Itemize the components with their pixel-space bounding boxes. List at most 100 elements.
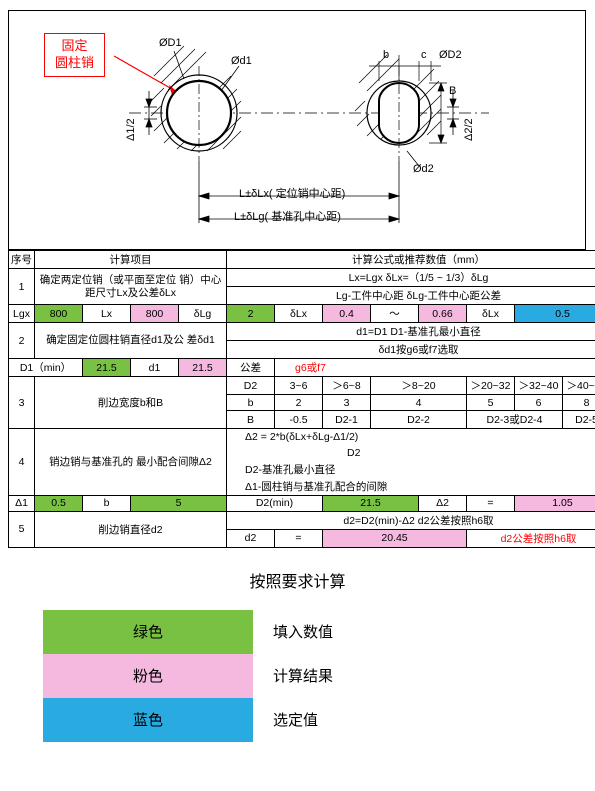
row2-f1: d1=D1 D1-基准孔最小直径 <box>227 323 595 341</box>
page-root: 固定 圆柱销 <box>0 0 595 752</box>
row1-dLx-sel[interactable]: 0.5 <box>515 305 595 323</box>
row3-b2: 3 <box>323 395 371 411</box>
row2-tol-lbl: 公差 <box>227 359 275 377</box>
legend-row-green: 绿色 填入数值 <box>43 610 587 654</box>
row4-f3: D2-基准孔最小直径 <box>227 461 595 478</box>
head-seq: 序号 <box>9 251 35 269</box>
row3-B3: D2-2 <box>371 411 467 429</box>
row4-d2-num: 1.05 <box>515 495 595 511</box>
row1-Lgx[interactable]: 800 <box>35 305 83 323</box>
label-d22: Δ2/2 <box>463 118 475 141</box>
row4-f1: 4 销边销与基准孔的 最小配合间隙Δ2 Δ2 = 2*b(δLx+δLg-Δ1/… <box>9 429 595 445</box>
row1-dLx-hi: 0.66 <box>419 305 467 323</box>
row5-f1: d2=D2(min)-Δ2 d2公差按照h6取 <box>227 511 595 529</box>
row4-d2-lbl: Δ2 <box>419 495 467 511</box>
row5-d2-lbl: d2 <box>227 529 275 547</box>
legend-row-blue: 蓝色 选定值 <box>43 698 587 742</box>
row1-f2: Lg-工件中心距 δLg-工件中心距公差 <box>227 287 595 305</box>
label-Ldef: L±δLx( 定位销中心距) <box>239 185 345 201</box>
row3-r3: ＞8~20 <box>371 377 467 395</box>
row3-no: 3 <box>9 377 35 429</box>
label-OD1: ØD1 <box>159 37 182 49</box>
row3-r4: ＞20~32 <box>467 377 515 395</box>
row3-B2: D2-1 <box>323 411 371 429</box>
row2-D1min[interactable]: 21.5 <box>83 359 131 377</box>
row3-r6: ＞40~50 <box>563 377 595 395</box>
label-Od2: Ød2 <box>413 163 434 175</box>
row3-b3: 4 <box>371 395 467 411</box>
row2-tol-val: g6或f7 <box>275 359 595 377</box>
row1-f1: Lx=Lgx δLx=（1/5 ~ 1/3）δLg <box>227 269 595 287</box>
row3-B-lbl: B <box>227 411 275 429</box>
row3-b-lbl: b <box>227 395 275 411</box>
row1-dLg[interactable]: 2 <box>227 305 275 323</box>
row5-desc: 5 削边销直径d2 d2=D2(min)-Δ2 d2公差按照h6取 <box>9 511 595 529</box>
row1-tilde: ～ <box>371 305 419 323</box>
row3-r1: 3~6 <box>275 377 323 395</box>
row2-d1: 21.5 <box>179 359 227 377</box>
row5-no: 5 <box>9 511 35 547</box>
label-B: B <box>449 85 456 97</box>
swatch-blue: 蓝色 <box>43 698 253 742</box>
row5-d2-eq: = <box>275 529 323 547</box>
label-od1: Ød1 <box>231 55 252 67</box>
label-b: b <box>383 49 389 61</box>
legend-text-blue: 选定值 <box>253 709 318 730</box>
subtitle: 按照要求计算 <box>8 568 587 592</box>
legend: 绿色 填入数值 粉色 计算结果 蓝色 选定值 <box>43 610 587 742</box>
row4-values: Δ1 0.5 b 5 D2(min) 21.5 Δ2 = 1.05 <box>9 495 595 511</box>
row3-r2: ＞6~8 <box>323 377 371 395</box>
row3-b6: 8 <box>563 395 595 411</box>
row5-note: d2公差按照h6取 <box>467 529 595 547</box>
row5-d2-val: 20.45 <box>323 529 467 547</box>
row1-desc: 1 确定两定位销（或平面至定位 销）中心距尺寸Lx及公差δLx Lx=Lgx δ… <box>9 269 595 287</box>
row3-B1: -0.5 <box>275 411 323 429</box>
label-OD2: ØD2 <box>439 49 462 61</box>
row3-b4: 5 <box>467 395 515 411</box>
row4-d1[interactable]: 0.5 <box>35 495 83 511</box>
row2-values: D1（min） 21.5 d1 21.5 公差 g6或f7 <box>9 359 595 377</box>
row3-b1: 2 <box>275 395 323 411</box>
head-item: 计算项目 <box>35 251 227 269</box>
row4-b[interactable]: 5 <box>131 495 227 511</box>
legend-row-pink: 粉色 计算结果 <box>43 654 587 698</box>
row3: 3 削边宽度b和B D2 3~6 ＞6~8 ＞8~20 ＞20~32 ＞32~4… <box>9 377 595 395</box>
row4-f4: Δ1-圆柱销与基准孔配合的间隙 <box>227 478 595 496</box>
row3-item: 削边宽度b和B <box>35 377 227 429</box>
row1-Lx: 800 <box>131 305 179 323</box>
legend-text-pink: 计算结果 <box>253 665 333 686</box>
row4-item: 销边销与基准孔的 最小配合间隙Δ2 <box>35 429 227 496</box>
row4-d1-lbl: Δ1 <box>9 495 35 511</box>
row3-D2h: D2 <box>227 377 275 395</box>
swatch-green: 绿色 <box>43 610 253 654</box>
row3-b5: 6 <box>515 395 563 411</box>
label-c: c <box>421 49 427 61</box>
row4-f1v: Δ2 = 2*b(δLx+δLg-Δ1/2) <box>227 429 595 445</box>
label-Lbase: L±δLg( 基准孔中心距) <box>234 208 341 224</box>
row1-item: 确定两定位销（或平面至定位 销）中心距尺寸Lx及公差δLx <box>35 269 227 305</box>
row2-f2: δd1按g6或f7选取 <box>227 341 595 359</box>
row4-no: 4 <box>9 429 35 496</box>
row1-dLg-lbl: δLg <box>179 305 227 323</box>
row1-values: Lgx 800 Lx 800 δLg 2 δLx 0.4 ～ 0.66 δLx … <box>9 305 595 323</box>
row1-dLx-lbl: δLx <box>275 305 323 323</box>
row1-dLx-sel-lbl: δLx <box>467 305 515 323</box>
row2-desc: 2 确定固定位圆柱销直径d1及公 差δd1 d1=D1 D1-基准孔最小直径 <box>9 323 595 341</box>
row2-item: 确定固定位圆柱销直径d1及公 差δd1 <box>35 323 227 359</box>
label-d12: Δ1/2 <box>125 118 137 141</box>
row4-D2min[interactable]: 21.5 <box>323 495 419 511</box>
calc-table: 序号 计算项目 计算公式或推荐数值（mm） 1 确定两定位销（或平面至定位 销）… <box>8 250 595 548</box>
row4-D2min-lbl: D2(min) <box>227 495 323 511</box>
row4-b-lbl: b <box>83 495 131 511</box>
row2-no: 2 <box>9 323 35 359</box>
row1-Lx-lbl: Lx <box>83 305 131 323</box>
diagram-frame: 固定 圆柱销 <box>8 10 586 250</box>
legend-text-green: 填入数值 <box>253 621 333 642</box>
swatch-pink: 粉色 <box>43 654 253 698</box>
row2-d1-lbl: d1 <box>131 359 179 377</box>
row1-Lgx-lbl: Lgx <box>9 305 35 323</box>
table-head-row: 序号 计算项目 计算公式或推荐数值（mm） <box>9 251 595 269</box>
row5-item: 削边销直径d2 <box>35 511 227 547</box>
row1-dLx-lo: 0.4 <box>323 305 371 323</box>
row1-no: 1 <box>9 269 35 305</box>
